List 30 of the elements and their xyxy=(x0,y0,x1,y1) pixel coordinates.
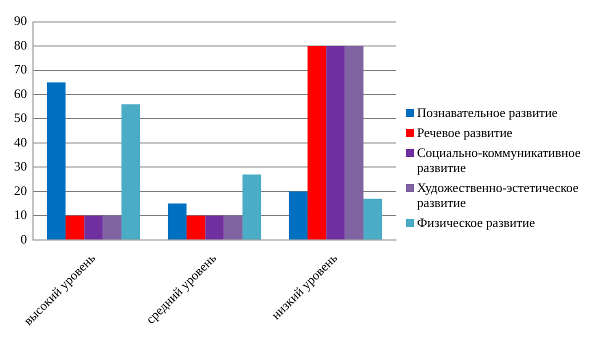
bar xyxy=(66,216,84,240)
bar xyxy=(288,191,308,240)
bar xyxy=(363,198,382,240)
y-tick-label: 50 xyxy=(14,110,27,126)
y-tick-label: 10 xyxy=(14,207,27,222)
bar xyxy=(205,216,224,240)
bar xyxy=(84,216,103,240)
bar xyxy=(121,104,140,240)
legend-label: Социально-коммуникативное развитие xyxy=(417,145,582,175)
bar xyxy=(46,82,66,240)
y-tick-label: 40 xyxy=(14,134,27,150)
bar xyxy=(242,174,262,240)
legend-label: Художественно-эстетическое развитие xyxy=(417,180,580,210)
bar xyxy=(102,216,122,240)
y-tick-label: 30 xyxy=(14,158,27,174)
bar xyxy=(344,46,364,240)
y-tick-label: 90 xyxy=(14,13,27,28)
bar xyxy=(326,46,345,240)
legend-label: Физическое развитие xyxy=(417,215,535,230)
legend-label: Речевое развитие xyxy=(417,125,512,140)
y-tick-label: 70 xyxy=(14,62,27,77)
y-tick-label: 80 xyxy=(14,37,27,52)
bar xyxy=(224,216,242,240)
bar xyxy=(168,204,187,240)
bar xyxy=(308,46,326,240)
y-tick-label: 60 xyxy=(14,86,27,101)
legend-label: Познавательное развитие xyxy=(417,105,558,120)
y-tick-label: 20 xyxy=(14,182,27,198)
y-tick-label: 0 xyxy=(20,231,27,246)
bar xyxy=(186,216,206,240)
